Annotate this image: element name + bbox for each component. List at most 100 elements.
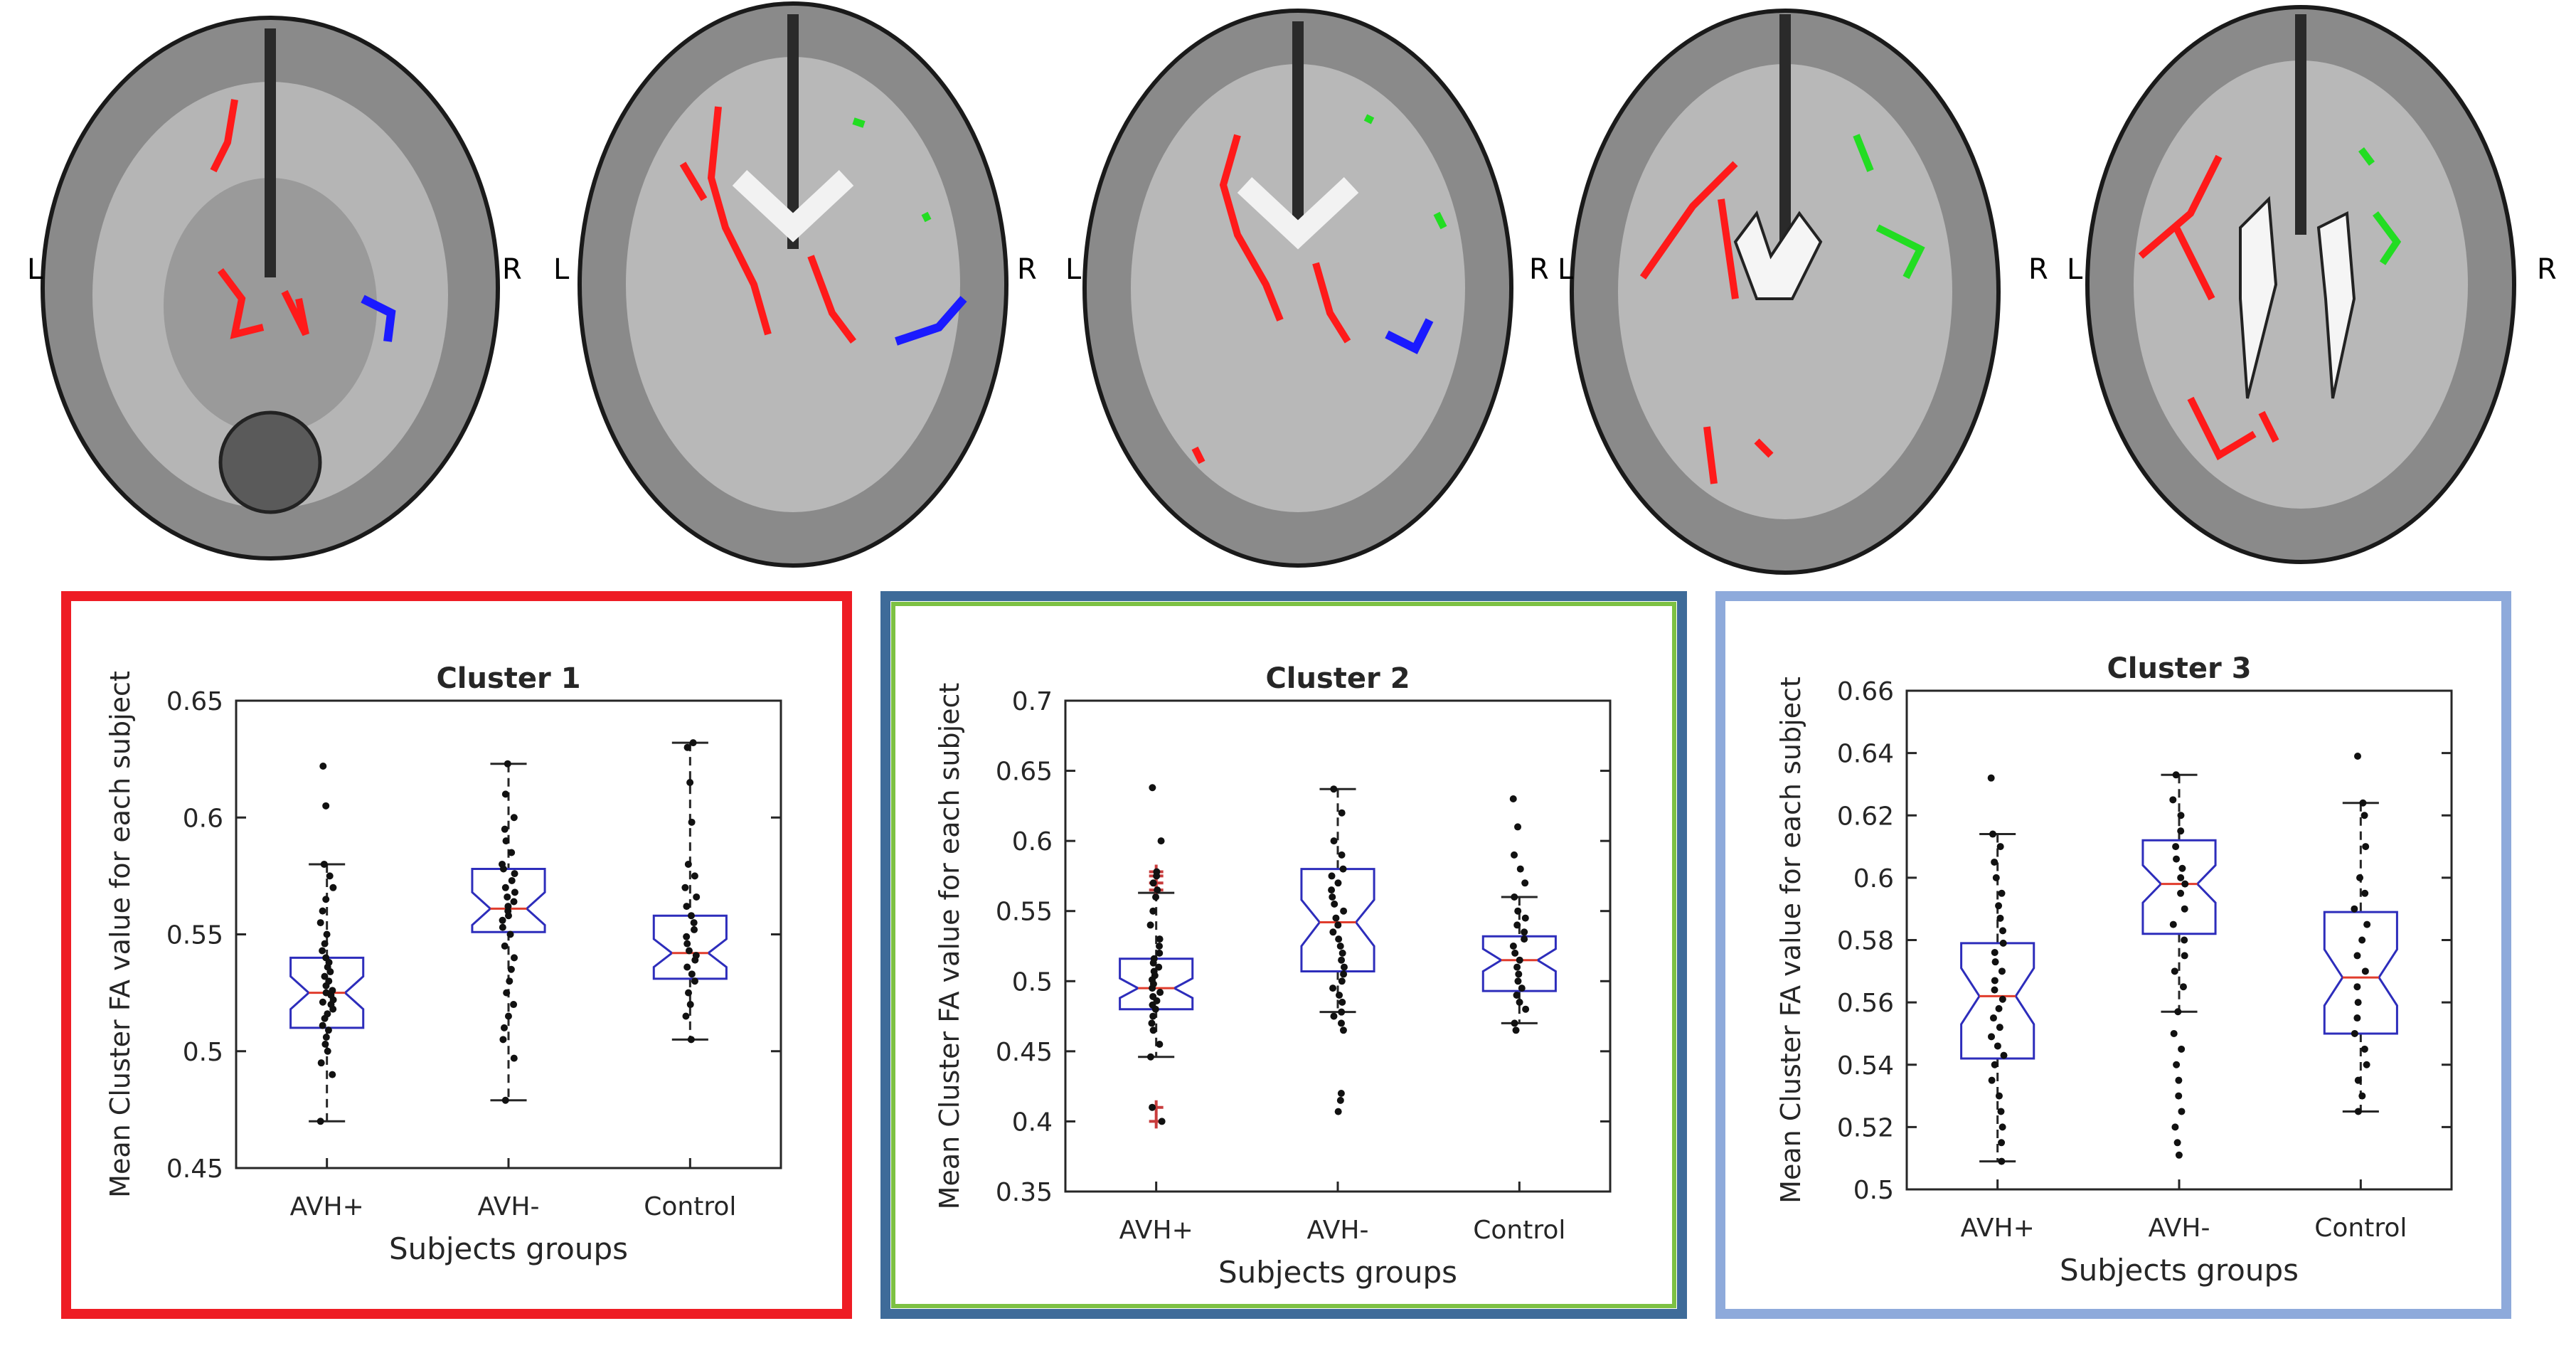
data-point: [1150, 955, 1158, 962]
data-point: [1997, 1108, 2005, 1115]
data-point: [1999, 939, 2007, 947]
data-point: [502, 837, 510, 845]
x-tick-label: Control: [2314, 1214, 2407, 1243]
box: [1960, 942, 2035, 1060]
data-point: [322, 989, 330, 997]
data-point: [684, 860, 692, 868]
data-point: [1512, 1026, 1520, 1034]
data-point: [1991, 1061, 1998, 1068]
x-tick-label: AVH-: [2148, 1214, 2210, 1243]
right-label: R: [2537, 253, 2557, 286]
data-point: [1998, 995, 2006, 1003]
data-point: [1521, 914, 1529, 922]
data-point: [1336, 943, 1344, 950]
data-point: [691, 925, 698, 933]
data-point: [325, 977, 333, 985]
data-point: [686, 1001, 694, 1009]
chart-cluster-1: 0.45 0.5 0.55 0.6 0.65 AVH+ AVH- Control Cluster…: [105, 662, 782, 1266]
data-point: [1988, 1033, 1996, 1041]
data-point: [1988, 1076, 1996, 1084]
data-point: [322, 954, 330, 962]
data-point: [2351, 1029, 2358, 1037]
data-point: [324, 1047, 331, 1055]
x-tick-label: AVH+: [1961, 1214, 2035, 1243]
data-point: [2177, 827, 2185, 835]
left-label: L: [553, 253, 570, 286]
chart-title: Cluster 3: [2107, 652, 2251, 685]
x-tick-label: AVH+: [290, 1192, 364, 1221]
data-point: [1511, 1019, 1518, 1027]
data-point: [1511, 893, 1518, 901]
data-point: [1998, 1139, 2006, 1147]
box: [1481, 935, 1557, 992]
data-point: [1330, 837, 1338, 845]
data-point: [686, 778, 694, 786]
y-tick-label: 0.6: [1853, 864, 1894, 893]
data-point: [683, 963, 691, 971]
y-tick-label: 0.54: [1837, 1051, 1894, 1081]
data-point: [324, 1010, 331, 1018]
data-point: [501, 1096, 509, 1104]
data-point: [1328, 872, 1336, 880]
data-point: [501, 884, 509, 891]
data-point: [319, 1022, 326, 1029]
data-point: [2000, 1051, 2008, 1059]
data-point: [2359, 799, 2367, 807]
data-point: [1330, 785, 1338, 793]
brain-slices-row: L R L R L R: [27, 1, 2557, 575]
data-point: [510, 814, 518, 822]
data-point: [689, 739, 697, 747]
data-point: [2361, 1045, 2368, 1053]
data-point: [1996, 914, 2004, 922]
data-point: [1995, 902, 2003, 910]
y-tick-label: 0.64: [1837, 740, 1894, 769]
data-point: [1153, 868, 1161, 876]
data-point: [511, 954, 518, 962]
data-point: [1513, 992, 1521, 999]
data-point: [1149, 1026, 1157, 1034]
y-tick-label: 0.45: [166, 1155, 223, 1184]
data-point: [499, 860, 506, 868]
data-point: [1511, 949, 1519, 957]
data-point: [321, 972, 329, 980]
y-tick-label: 0.45: [996, 1038, 1053, 1067]
brain-slice-1: L R: [27, 16, 522, 561]
data-point: [1338, 998, 1346, 1006]
data-point: [1334, 879, 1342, 887]
data-point: [2361, 812, 2368, 819]
data-point: [2173, 1139, 2181, 1147]
data-point: [2363, 920, 2371, 928]
data-point: [688, 818, 696, 826]
data-point: [2169, 796, 2177, 804]
y-tick-label: 0.5: [1853, 1176, 1894, 1205]
data-point: [687, 912, 695, 920]
data-point: [323, 930, 331, 938]
data-point: [1514, 823, 1522, 831]
left-label: L: [27, 253, 43, 286]
data-point: [322, 802, 330, 810]
x-tick-label: Control: [644, 1192, 736, 1221]
data-point: [1991, 986, 1998, 994]
data-point: [2353, 983, 2361, 991]
data-point: [1152, 893, 1160, 901]
y-axis-label: Mean Cluster FA value for each subject: [934, 683, 965, 1210]
data-point: [1998, 1123, 2006, 1131]
data-point: [1336, 992, 1343, 999]
data-point: [2354, 1108, 2362, 1115]
data-point: [682, 1012, 690, 1020]
y-tick-label: 0.65: [996, 758, 1053, 787]
data-point: [1996, 1024, 2003, 1031]
data-point: [510, 1054, 518, 1062]
data-point: [1515, 970, 1523, 978]
y-axis-label: Mean Cluster FA value for each subject: [105, 671, 136, 1198]
data-point: [683, 903, 691, 911]
data-point: [2362, 843, 2370, 851]
data-point: [690, 919, 698, 927]
box: [471, 868, 546, 933]
data-point: [1334, 921, 1342, 929]
data-point: [2177, 812, 2185, 819]
data-point: [2177, 874, 2185, 881]
data-point: [499, 1036, 507, 1044]
data-point: [329, 987, 336, 994]
